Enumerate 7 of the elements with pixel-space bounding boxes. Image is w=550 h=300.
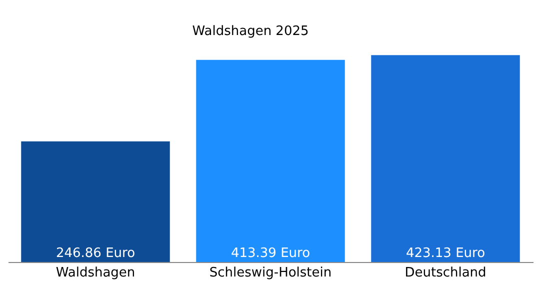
- x-tick-label: Waldshagen: [56, 266, 136, 280]
- data-label: 423.13 Euro: [406, 246, 486, 261]
- data-label: 246.86 Euro: [56, 246, 136, 261]
- x-tick-label: Schleswig-Holstein: [209, 266, 332, 280]
- x-tick-label: Deutschland: [404, 266, 486, 280]
- chart-title: Waldshagen 2025: [192, 24, 309, 39]
- data-label: 413.39 Euro: [230, 246, 310, 261]
